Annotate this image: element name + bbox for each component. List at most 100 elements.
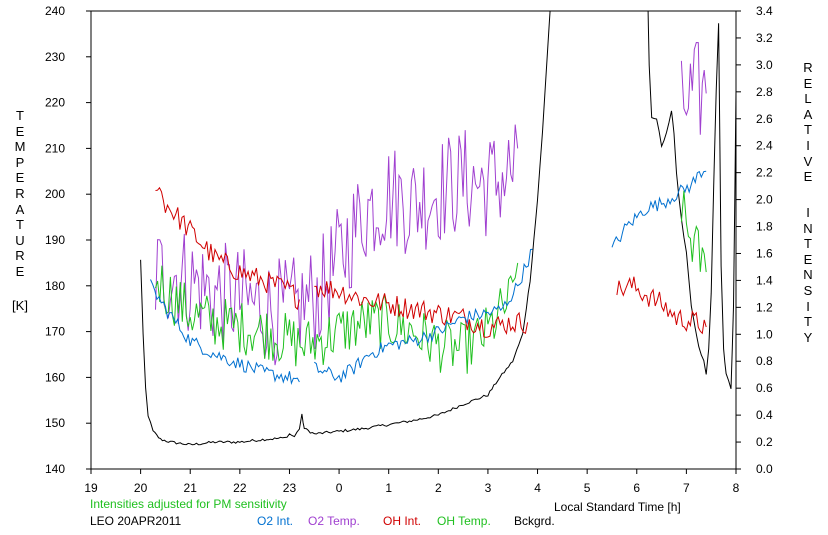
- y-right-tick-label: 1.8: [756, 220, 773, 234]
- series-line-segment: [611, 170, 707, 248]
- y-right-tick-label: 3.2: [756, 31, 773, 45]
- series-line-segment: [155, 262, 519, 374]
- series-oh-temp: [155, 190, 707, 374]
- y-right-tick-label: 1.6: [756, 246, 773, 260]
- series-line-segment: [140, 11, 551, 446]
- axis-label-letter: A: [803, 106, 813, 122]
- x-tick-label: 21: [184, 481, 198, 495]
- y-left-tick-label: 180: [45, 279, 65, 293]
- series-line-segment: [314, 248, 533, 383]
- legend-entry: OH Int.: [383, 514, 422, 528]
- axis-label-letter: E: [15, 170, 25, 186]
- y-right-tick-label: 1.4: [756, 273, 773, 287]
- axis-label-letter: S: [803, 282, 813, 298]
- y-left-tick-label: 240: [45, 4, 65, 18]
- axis-label-letter: A: [15, 201, 25, 217]
- tick-layer: 1401501601701801902002102202302400.00.20…: [45, 4, 773, 495]
- y-right-tick-label: 2.8: [756, 85, 773, 99]
- y-left-tick-label: 210: [45, 141, 65, 155]
- axis-label-letter: V: [803, 153, 813, 169]
- x-tick-label: 19: [84, 481, 98, 495]
- axis-label-letter: N: [803, 267, 813, 283]
- y-right-tick-label: 0.2: [756, 435, 773, 449]
- axis-label-letter: E: [803, 75, 813, 91]
- axis-label-letter: T: [16, 217, 24, 233]
- axis-label-letter: T: [16, 108, 24, 123]
- x-tick-label: 7: [683, 481, 690, 495]
- axis-label-letter: Y: [803, 329, 813, 345]
- y-left-tick-label: 230: [45, 50, 65, 64]
- x-tick-label: 23: [283, 481, 297, 495]
- axis-label-letter: L: [804, 91, 812, 107]
- axis-label-letter: R: [15, 248, 25, 264]
- axis-label-letter: E: [803, 251, 813, 267]
- plot-frame: [90, 10, 737, 470]
- x-tick-label: 6: [633, 481, 640, 495]
- y-right-tick-label: 1.2: [756, 300, 773, 314]
- legend-entry: O2 Temp.: [308, 514, 360, 528]
- x-tick-label: 20: [134, 481, 148, 495]
- y-right-tick-label: 3.4: [756, 4, 773, 18]
- y-right-tick-label: 2.6: [756, 112, 773, 126]
- legend-entry: OH Temp.: [437, 514, 491, 528]
- series-line-segment: [150, 279, 300, 386]
- axis-label-letter: E: [15, 263, 25, 279]
- y-left-tick-label: 190: [45, 233, 65, 247]
- axis-label-letter: P: [15, 154, 25, 170]
- axis-label-letter: R: [803, 60, 813, 75]
- x-tick-label: 8: [733, 481, 740, 495]
- y-right-tick-label: 0.4: [756, 408, 773, 422]
- x-tick-label: 1: [385, 481, 392, 495]
- y-right-tick-label: 2.2: [756, 166, 773, 180]
- axis-label-letter: T: [804, 122, 812, 138]
- axis-label-letter: I: [806, 137, 810, 153]
- y-right-tick-label: 3.0: [756, 58, 773, 72]
- series-layer: [140, 11, 736, 446]
- axis-label-letter: E: [15, 123, 25, 139]
- x-tick-label: 22: [233, 481, 247, 495]
- series-line-segment: [647, 11, 736, 389]
- x-tick-label: 0: [336, 481, 343, 495]
- x-tick-label: 2: [435, 481, 442, 495]
- axis-label-letter: I: [806, 298, 810, 314]
- y-left-tick-label: 150: [45, 416, 65, 430]
- axis-label-letter: N: [803, 220, 813, 236]
- y-right-tick-label: 2.0: [756, 193, 773, 207]
- station-date-label: LEO 20APR2011: [90, 514, 182, 528]
- y-left-axis-unit: [K]: [12, 298, 28, 313]
- x-axis-label: Local Standard Time [h]: [554, 500, 681, 514]
- x-tick-label: 5: [584, 481, 591, 495]
- series-line-segment: [680, 190, 707, 273]
- axis-label-letter: T: [804, 314, 812, 330]
- series-oh-int: [155, 186, 707, 338]
- x-tick-label: 4: [534, 481, 541, 495]
- axis-label-letter: R: [15, 185, 25, 201]
- y-left-tick-label: 220: [45, 96, 65, 110]
- series-line-segment: [155, 186, 300, 311]
- series-o2-int: [150, 170, 707, 386]
- x-tick-label: 3: [485, 481, 492, 495]
- y-right-tick-label: 0.0: [756, 462, 773, 476]
- series-line-segment: [616, 276, 707, 335]
- series-o2-temp: [155, 41, 707, 366]
- y-left-tick-label: 140: [45, 462, 65, 476]
- series-line-segment: [314, 280, 529, 338]
- series-bckgrd: [140, 11, 736, 446]
- legend-entry: Bckgrd.: [514, 514, 555, 528]
- sensitivity-note: Intensities adjusted for PM sensitivity: [90, 497, 287, 511]
- axis-label-letter: E: [803, 169, 813, 185]
- y-right-tick-label: 1.0: [756, 327, 773, 341]
- y-right-tick-label: 0.8: [756, 354, 773, 368]
- series-line-segment: [155, 124, 519, 366]
- axis-label-letter: I: [806, 205, 810, 220]
- axis-label-letter: M: [14, 139, 26, 155]
- legend-entry: O2 Int.: [257, 514, 294, 528]
- y-right-tick-label: 0.6: [756, 381, 773, 395]
- axis-label-letter: U: [15, 232, 25, 248]
- series-line-segment: [680, 41, 707, 135]
- y-right-tick-label: 2.4: [756, 139, 773, 153]
